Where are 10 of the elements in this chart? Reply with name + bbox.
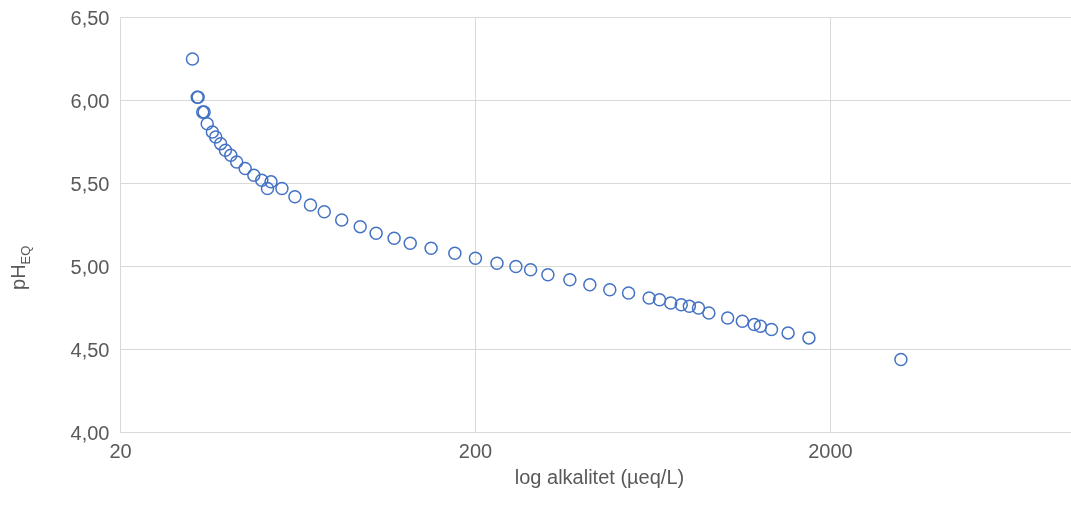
x-tick-label: 200 xyxy=(458,439,493,462)
y-tick-label: 5,00 xyxy=(70,255,110,278)
y-tick-label: 5,50 xyxy=(70,172,110,195)
y-tick-label: 4,50 xyxy=(70,338,110,361)
x-tick-label: 2000 xyxy=(808,439,853,462)
y-tick-label: 6,50 xyxy=(70,6,110,29)
x-tick-label: 20 xyxy=(109,439,132,462)
x-axis-title: log alkalitet (µeq/L) xyxy=(514,465,685,488)
y-tick-label: 6,00 xyxy=(70,89,110,112)
y-tick-label: 4,00 xyxy=(70,421,110,444)
